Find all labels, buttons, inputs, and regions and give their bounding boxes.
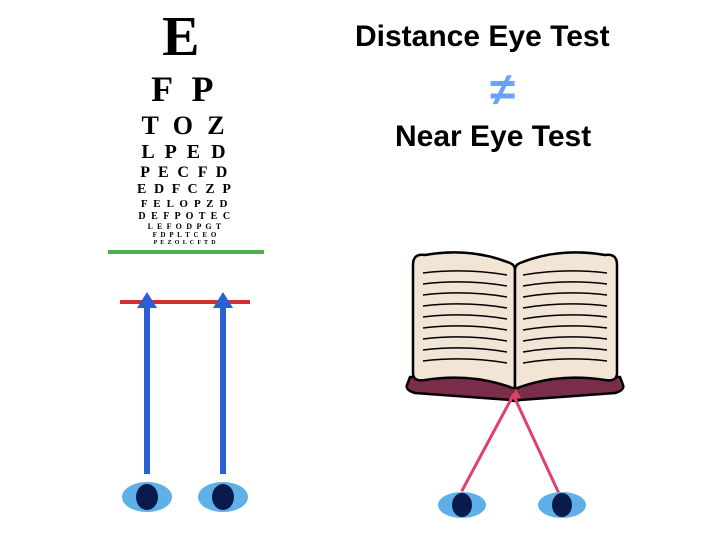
near-eye-0	[438, 492, 486, 518]
chart-row-2: T O Z	[100, 111, 270, 141]
title-distance: Distance Eye Test	[355, 20, 610, 54]
snellen-eye-chart: EF PT O ZL P E DP E C F DE D F C Z PF E …	[100, 5, 270, 246]
chart-row-1: F P	[100, 69, 270, 110]
not-equal-icon: ≠	[490, 62, 515, 116]
chart-row-6: F E L O P Z D	[100, 198, 270, 211]
near-test-panel: Distance Eye Test ≠ Near Eye Test	[320, 0, 720, 540]
distance-eye-0	[122, 482, 172, 512]
title-near: Near Eye Test	[395, 120, 591, 154]
chart-row-3: L P E D	[100, 141, 270, 164]
open-book-icon	[395, 235, 635, 410]
chart-row-4: P E C F D	[100, 164, 270, 182]
near-eye-1	[538, 492, 586, 518]
green-divider-bar	[108, 250, 264, 254]
chart-row-10: P E Z O L C F T D	[100, 240, 270, 247]
diagram-container: EF PT O ZL P E DP E C F DE D F C Z PF E …	[0, 0, 720, 540]
chart-row-7: D E F P O T E C	[100, 211, 270, 223]
distance-test-panel: EF PT O ZL P E DP E C F DE D F C Z PF E …	[0, 0, 320, 540]
chart-row-0: E	[100, 5, 270, 69]
chart-row-8: L E F O D P G T	[100, 222, 270, 231]
blue-arrow-0	[144, 306, 150, 474]
distance-eye-1	[198, 482, 248, 512]
chart-row-5: E D F C Z P	[100, 182, 270, 198]
convergence-point	[511, 389, 521, 398]
chart-row-9: F D P L T C E O	[100, 231, 270, 239]
blue-arrow-1	[220, 306, 226, 474]
